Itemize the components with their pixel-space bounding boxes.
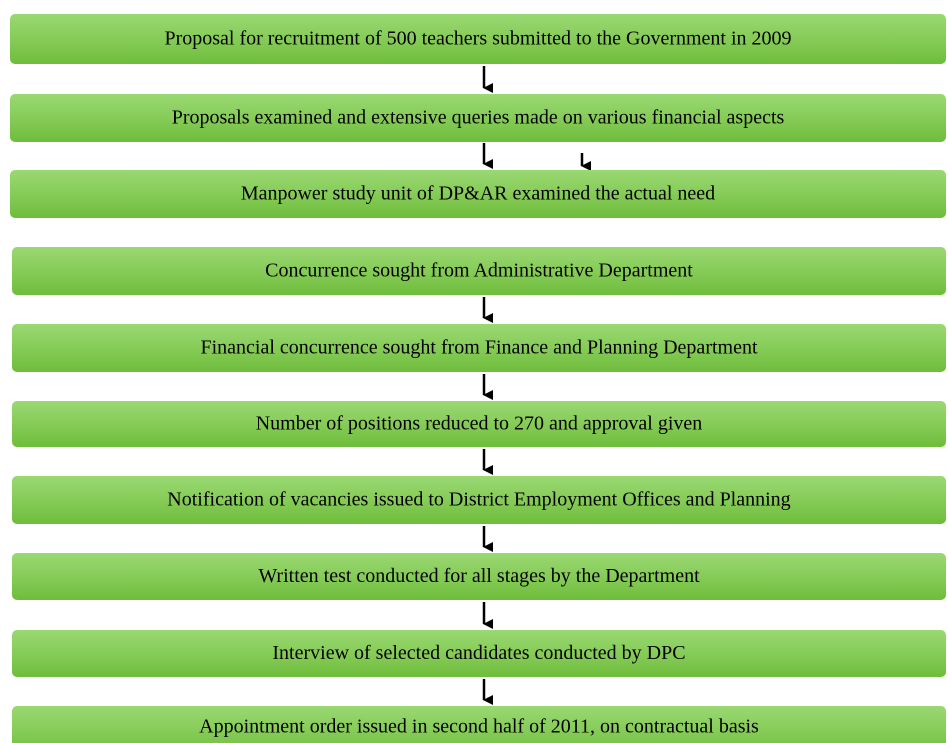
arrows: [482, 66, 591, 705]
flow-box: [12, 401, 946, 447]
flow-box-label: Notification of vacancies issued to Dist…: [167, 489, 790, 511]
flow-box-label: Manpower study unit of DP&AR examined th…: [241, 183, 715, 205]
flow-box: [12, 630, 946, 677]
flow-box: [12, 476, 946, 524]
flow-box-label: Written test conducted for all stages by…: [258, 565, 700, 587]
flow-box: [12, 247, 946, 295]
flow-box: [10, 170, 946, 218]
flow-box-label: Number of positions reduced to 270 and a…: [256, 413, 703, 435]
flow-box: [10, 14, 946, 64]
flow-box-label: Proposals examined and extensive queries…: [172, 107, 785, 129]
flow-box: [12, 706, 946, 743]
flow-box-label: Proposal for recruitment of 500 teachers…: [164, 28, 791, 50]
flow-box-label: Concurrence sought from Administrative D…: [265, 260, 693, 282]
flow-box-label: Appointment order issued in second half …: [199, 716, 759, 738]
flow-box-label: Financial concurrence sought from Financ…: [200, 337, 757, 359]
flow-box-label: Interview of selected candidates conduct…: [272, 642, 685, 664]
flow-box: [12, 553, 946, 600]
flow-box: [12, 324, 946, 372]
flow-box: [10, 94, 946, 142]
